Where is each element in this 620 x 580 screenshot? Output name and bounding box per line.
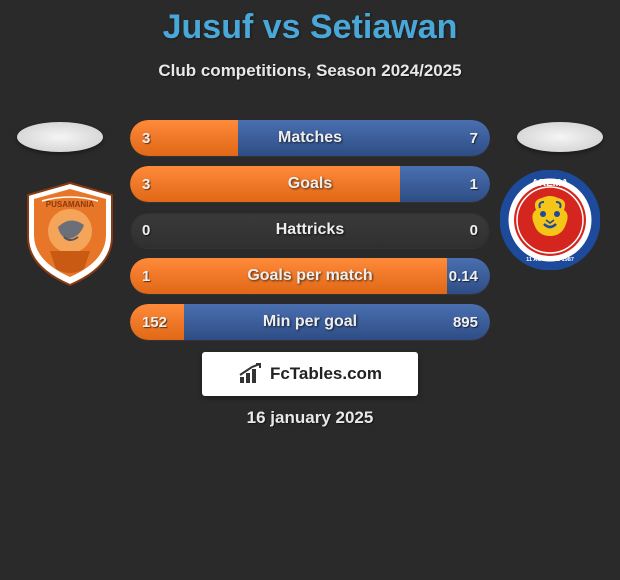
subtitle: Club competitions, Season 2024/2025	[0, 61, 620, 81]
footer-brand-text: FcTables.com	[270, 364, 382, 384]
stat-row: 37Matches	[130, 120, 490, 156]
stat-row: 31Goals	[130, 166, 490, 202]
player-photo-right	[517, 122, 603, 152]
stat-row: 10.14Goals per match	[130, 258, 490, 294]
footer-brand[interactable]: FcTables.com	[202, 352, 418, 396]
chart-icon	[238, 363, 264, 385]
shield-icon: PUSAMANIA	[20, 179, 120, 289]
page-title: Jusuf vs Setiawan	[0, 0, 620, 47]
team-badge-left: PUSAMANIA	[20, 184, 120, 284]
circle-badge-icon: AREMA 11 AGUSTUS 1987	[500, 170, 600, 270]
stat-row: 152895Min per goal	[130, 304, 490, 340]
player-photo-left	[17, 122, 103, 152]
stats-container: 37Matches 31Goals 00Hattricks 10.14Goals pe…	[130, 120, 490, 350]
stat-label: Matches	[130, 120, 490, 156]
stat-label: Goals per match	[130, 258, 490, 294]
stat-label: Hattricks	[130, 212, 490, 248]
svg-text:PUSAMANIA: PUSAMANIA	[46, 200, 95, 209]
snapshot-date: 16 january 2025	[0, 408, 620, 428]
svg-text:11 AGUSTUS 1987: 11 AGUSTUS 1987	[526, 257, 574, 263]
team-badge-right: AREMA 11 AGUSTUS 1987	[500, 170, 600, 270]
stat-label: Min per goal	[130, 304, 490, 340]
stat-row: 00Hattricks	[130, 212, 490, 248]
svg-text:AREMA: AREMA	[532, 178, 569, 189]
stat-label: Goals	[130, 166, 490, 202]
